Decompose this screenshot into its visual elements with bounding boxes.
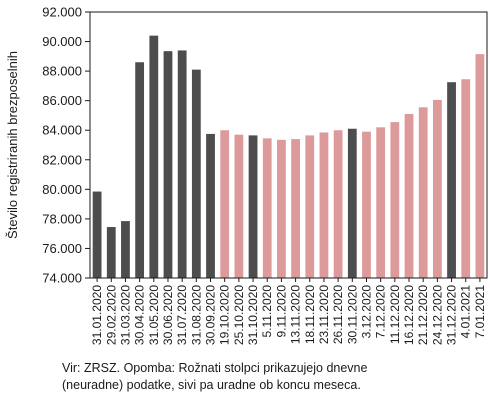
y-tick-label: 82.000	[42, 152, 82, 167]
x-category-label: 19.10.2020	[218, 285, 232, 345]
bar-monthly	[149, 35, 159, 279]
x-category-label: 31.08.2020	[189, 285, 203, 345]
bar-daily	[390, 122, 400, 278]
x-category-label: 31.10.2020	[246, 285, 260, 345]
bar-chart: Število registriranih brezposelnih 74.00…	[5, 5, 488, 345]
bar-daily	[432, 99, 442, 278]
x-category-label: 11.12.2020	[388, 285, 402, 344]
bar-monthly	[191, 69, 201, 278]
x-category-label: 16.12.2020	[402, 285, 416, 345]
x-category-label: 30.04.2020	[133, 285, 147, 345]
x-category-label: 9.11.2020	[274, 285, 288, 338]
x-category-label: 7.12.2020	[374, 285, 388, 339]
bar-monthly	[248, 135, 258, 278]
bar-daily	[333, 130, 343, 278]
y-tick-label: 90.000	[42, 34, 82, 49]
bar-daily	[404, 113, 414, 278]
x-category-label: 26.11.2020	[331, 285, 345, 344]
y-tick-label: 92.000	[42, 5, 82, 20]
y-tick-label: 84.000	[42, 123, 82, 138]
x-category-label: 30.06.2020	[161, 285, 175, 345]
bar-daily	[376, 127, 386, 279]
x-category-label: 31.01.2020	[90, 285, 104, 345]
source-note-line-1: Vir: ZRSZ. Opomba: Rožnati stolpci prika…	[62, 361, 368, 375]
bar-daily	[319, 132, 329, 278]
bar-daily	[418, 107, 428, 278]
source-note: Vir: ZRSZ. Opomba: Rožnati stolpci prika…	[62, 360, 482, 394]
bar-daily	[291, 139, 300, 278]
bar-monthly	[206, 133, 215, 278]
x-category-label: 31.03.2020	[118, 285, 132, 345]
y-tick-label: 88.000	[42, 64, 82, 79]
bar-monthly	[92, 191, 102, 278]
bar-monthly	[163, 51, 173, 279]
x-category-label: 24.12.2020	[430, 285, 444, 345]
x-category-label: 5.11.2020	[260, 285, 274, 338]
x-category-label: 18.11.2020	[303, 285, 317, 344]
bar-daily	[305, 135, 315, 278]
x-category-label: 23.11.2020	[317, 285, 331, 344]
x-category-label: 7.01.2021	[473, 285, 487, 339]
x-category-label: 30.09.2020	[204, 285, 218, 345]
x-category-label: 30.11.2020	[345, 285, 359, 344]
bar-monthly	[447, 82, 456, 278]
bar-monthly	[347, 128, 357, 278]
source-note-line-2: (neuradne) podatke, sivi pa uradne ob ko…	[62, 378, 361, 392]
bar-daily	[277, 139, 286, 278]
bar-monthly	[106, 227, 116, 278]
bar-daily	[220, 130, 230, 278]
bar-daily	[262, 138, 272, 278]
bar-monthly	[177, 50, 187, 278]
x-category-label: 4.01.2021	[459, 285, 473, 339]
x-category-label: 31.07.2020	[175, 285, 189, 345]
plot-frame	[89, 11, 488, 279]
y-tick-label: 76.000	[42, 241, 82, 256]
bar-daily	[362, 131, 371, 278]
y-tick-label: 80.000	[42, 182, 82, 197]
bar-daily	[475, 54, 485, 278]
y-tick-label: 86.000	[42, 93, 82, 108]
x-category-label: 29.02.2020	[104, 285, 118, 345]
bar-daily	[461, 79, 471, 278]
x-category-label: 13.11.2020	[289, 285, 303, 344]
x-category-label: 21.12.2020	[416, 285, 430, 345]
bar-monthly	[121, 221, 130, 278]
x-category-label: 31.12.2020	[445, 285, 459, 345]
x-category-label: 3.12.2020	[359, 285, 373, 339]
y-tick-label: 78.000	[42, 211, 82, 226]
x-category-label: 25.10.2020	[232, 285, 246, 345]
bar-daily	[234, 134, 244, 278]
bar-monthly	[135, 62, 145, 278]
y-axis-title: Število registriranih brezposelnih	[5, 51, 20, 239]
x-category-label: 31.05.2020	[147, 285, 161, 345]
y-tick-label: 74.000	[42, 271, 82, 286]
